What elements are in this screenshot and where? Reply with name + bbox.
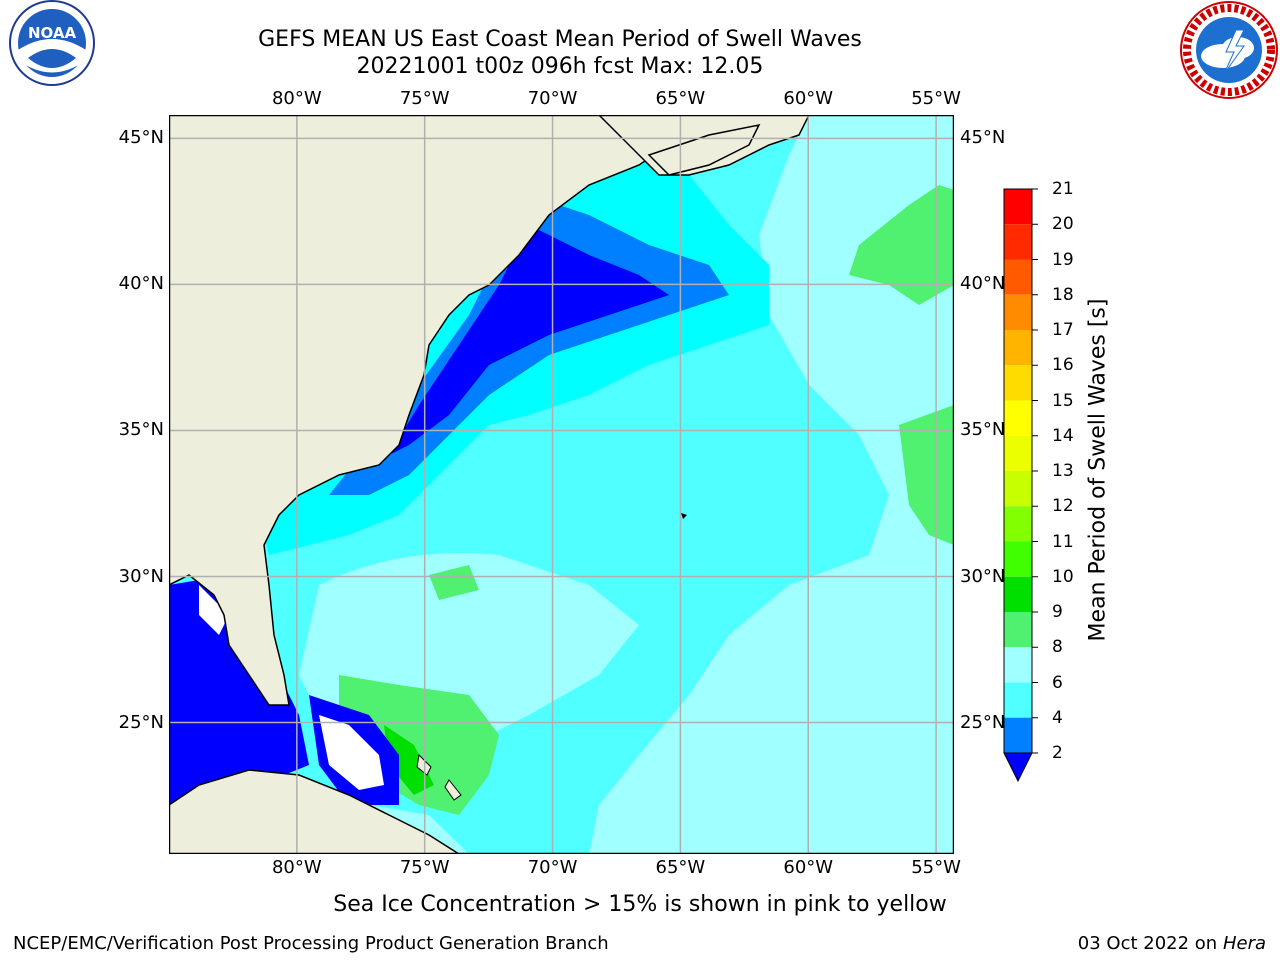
- colorbar-label-8: 13: [1052, 461, 1074, 481]
- lat-tick-left-4: 25°N: [118, 711, 164, 733]
- colorbar-band-8: [1004, 471, 1032, 507]
- lon-tick-bottom-3: 65°W: [655, 857, 706, 878]
- colorbar: [1003, 188, 1038, 783]
- colorbar-band-1: [1004, 224, 1032, 260]
- date-text: 03 Oct 2022 on: [1077, 933, 1218, 954]
- land-bahamas-island-2: [444, 779, 462, 801]
- swell-region-9-10-northeast: [849, 185, 954, 305]
- colorbar-label-13: 8: [1052, 637, 1063, 658]
- lat-tick-left-0: 45°N: [118, 127, 164, 149]
- swell-region-under-2-shelf: [389, 225, 669, 455]
- map-gridlines: [169, 115, 954, 854]
- colorbar-band-4: [1004, 330, 1032, 366]
- colorbar-band-11: [1004, 576, 1032, 612]
- colorbar-label-0: 21: [1052, 179, 1074, 199]
- lat-tick-right-3: 30°N: [960, 565, 1006, 587]
- colorbar-label-14: 6: [1052, 672, 1063, 693]
- date-line: 03 Oct 2022 on Hera: [1078, 933, 1266, 954]
- colorbar-band-7: [1004, 435, 1032, 471]
- noaa-logo-text: NOAA: [28, 24, 77, 42]
- colorbar-band-3: [1004, 294, 1032, 330]
- lat-tick-left-3: 30°N: [118, 565, 164, 587]
- land-nova-scotia: [647, 123, 761, 176]
- colorbar-band-9: [1004, 506, 1032, 542]
- colorbar-label-4: 17: [1052, 320, 1074, 340]
- lon-tick-bottom-4: 60°W: [783, 857, 834, 878]
- lat-tick-left-1: 40°N: [118, 273, 164, 295]
- lon-tick-top-1: 75°W: [399, 88, 450, 109]
- lon-tick-top-4: 60°W: [783, 88, 834, 109]
- noaa-logo: NOAA: [0, 0, 104, 90]
- lon-tick-top-5: 55°W: [911, 88, 961, 109]
- colorbar-band-6: [1004, 400, 1032, 436]
- colorbar-label-11: 10: [1052, 566, 1074, 587]
- swell-region-9-10-small: [429, 565, 479, 600]
- sea-ice-note: Sea Ice Concentration > 15% is shown in …: [333, 892, 947, 917]
- swell-region-10-11-core: [384, 725, 434, 795]
- land-cuba: [169, 769, 461, 854]
- lat-tick-right-0: 45°N: [960, 127, 1006, 149]
- colorbar-band-5: [1004, 365, 1032, 401]
- swell-region-8-9-east: [589, 115, 954, 854]
- chart-title: GEFS MEAN US East Coast Mean Period of S…: [258, 27, 862, 52]
- colorbar-under-arrow: [1003, 752, 1033, 783]
- colorbar-band-2: [1004, 259, 1032, 295]
- lon-tick-top-0: 80°W: [271, 88, 322, 109]
- colorbar-band-13: [1004, 647, 1032, 683]
- nws-logo: [1178, 0, 1280, 100]
- chart-subtitle: 20221001 t00z 096h fcst Max: 12.05: [356, 54, 764, 79]
- lon-tick-top-2: 70°W: [527, 88, 578, 109]
- system-name: Hera: [1222, 933, 1266, 954]
- colorbar-band-12: [1004, 612, 1032, 648]
- colorbar-band-last: [1004, 717, 1032, 753]
- colorbar-band-10: [1004, 541, 1032, 577]
- land-us-east-coast: [169, 115, 690, 706]
- colorbar-label-16: 2: [1052, 743, 1063, 763]
- lon-tick-top-3: 65°W: [655, 88, 706, 109]
- colorbar-label-6: 15: [1052, 390, 1074, 411]
- colorbar-label-10: 11: [1052, 531, 1074, 552]
- masked-area-florida-strait: [199, 585, 229, 635]
- colorbar-title-text: Mean Period of Swell Waves [s]: [1085, 298, 1111, 642]
- colorbar-label-15: 4: [1052, 707, 1063, 728]
- swell-region-under-2-gulf: [169, 575, 309, 805]
- colorbar-label-1: 20: [1052, 214, 1074, 235]
- lon-tick-bottom-0: 80°W: [271, 857, 322, 878]
- colorbar-label-3: 18: [1052, 284, 1074, 305]
- colorbar-band-0: [1004, 189, 1032, 225]
- lon-tick-bottom-2: 70°W: [527, 857, 578, 878]
- masked-area-bahamas: [319, 715, 384, 790]
- lon-tick-bottom-5: 55°W: [911, 857, 961, 878]
- colorbar-band-14: [1004, 682, 1032, 718]
- land-bermuda: [681, 513, 687, 519]
- colorbar-label-5: 16: [1052, 355, 1074, 376]
- credit-line: NCEP/EMC/Verification Post Processing Pr…: [13, 933, 609, 954]
- swell-region-9-10-east: [899, 405, 954, 545]
- lat-tick-right-4: 25°N: [960, 711, 1006, 733]
- lat-tick-right-1: 40°N: [960, 273, 1006, 295]
- lon-tick-bottom-1: 75°W: [399, 857, 450, 878]
- colorbar-label-7: 14: [1052, 425, 1074, 446]
- colorbar-label-12: 9: [1052, 602, 1063, 622]
- lat-tick-left-2: 35°N: [118, 419, 164, 441]
- lat-tick-right-2: 35°N: [960, 419, 1006, 441]
- colorbar-label-2: 19: [1052, 249, 1074, 270]
- map-panel: [169, 115, 954, 854]
- colorbar-label-9: 12: [1052, 496, 1074, 517]
